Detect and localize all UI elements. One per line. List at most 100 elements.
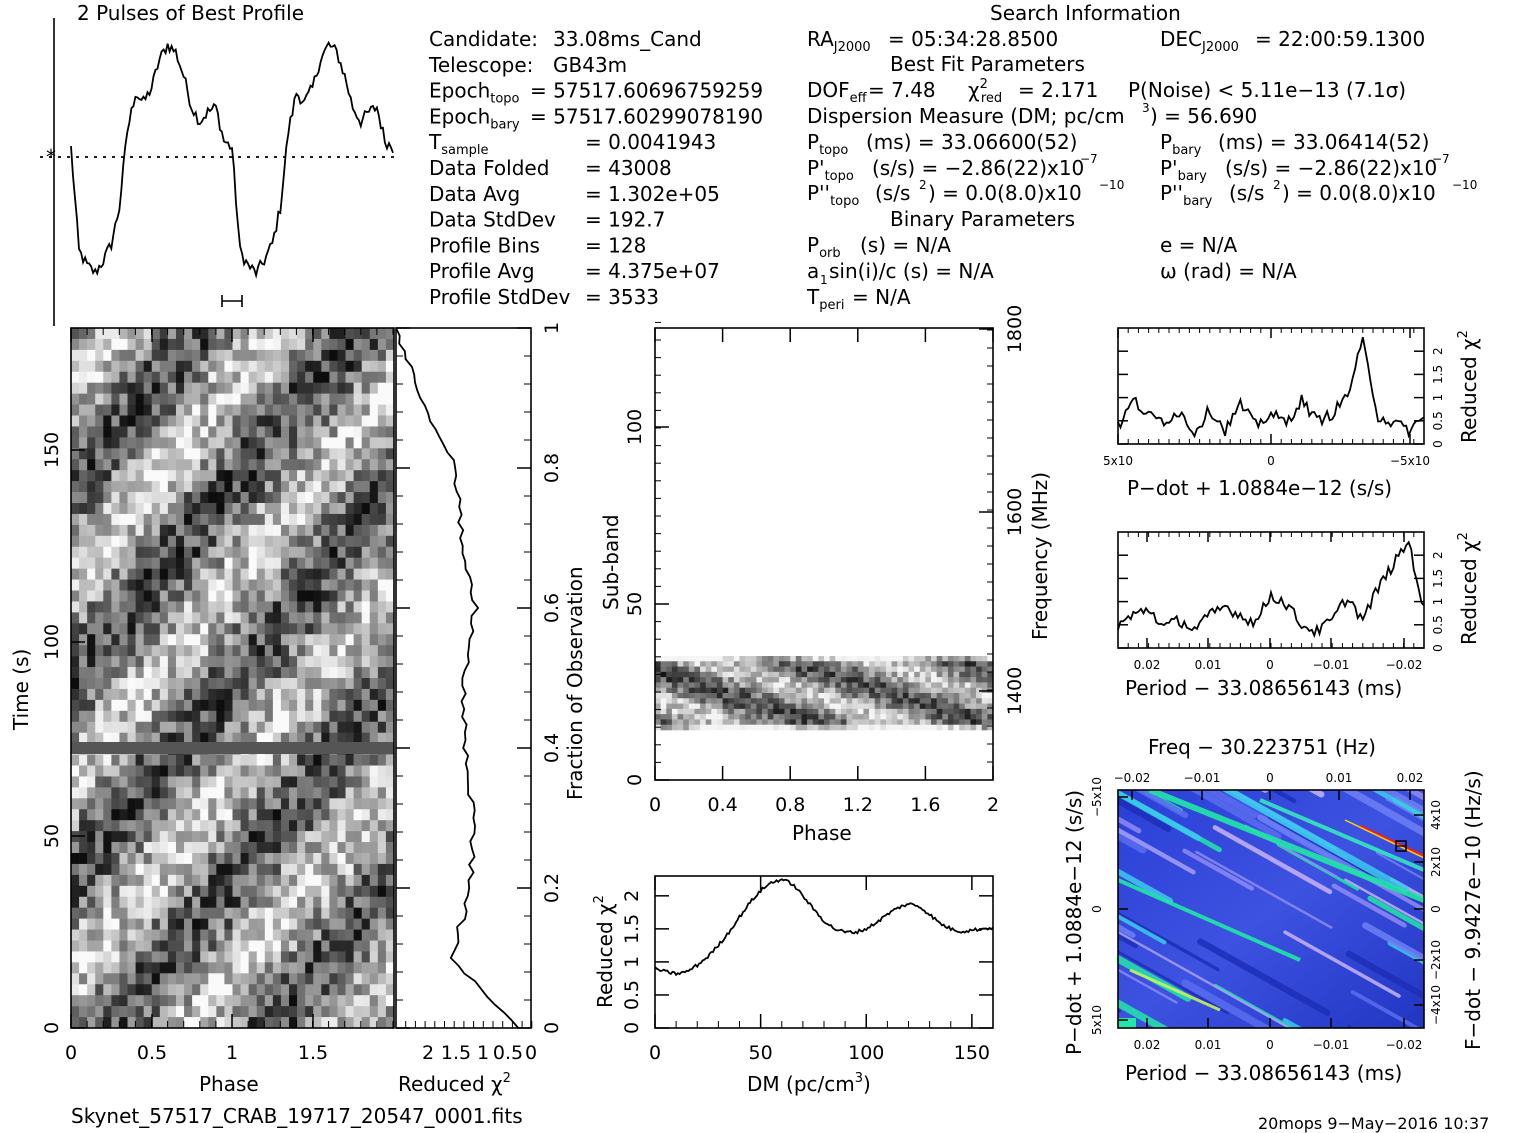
time-phase-cell: [329, 973, 338, 985]
time-phase-cell: [297, 940, 306, 952]
time-phase-cell: [248, 590, 258, 602]
time-phase-cell: [272, 513, 282, 526]
time-phase-cell: [240, 568, 249, 580]
time-phase-cell: [224, 470, 233, 482]
time-phase-cell: [127, 754, 136, 766]
time-phase-cell: [345, 546, 354, 558]
subband-cell: [722, 656, 729, 662]
subband-cell: [840, 708, 847, 715]
time-phase-cell: [208, 535, 217, 548]
time-phase-cell: [151, 1006, 161, 1018]
time-phase-cell: [353, 995, 363, 1007]
time-phase-cell: [175, 874, 185, 887]
time-phase-cell: [369, 426, 379, 438]
time-phase-cell: [224, 787, 233, 799]
time-phase-cell: [377, 524, 387, 537]
time-phase-cell: [313, 612, 322, 624]
subband-cell: [908, 666, 915, 673]
time-phase-cell: [87, 426, 96, 438]
subband-cell: [733, 677, 740, 683]
time-phase-cell: [305, 721, 314, 733]
time-phase-cell: [143, 524, 153, 537]
time-phase-cell: [192, 579, 201, 591]
time-phase-cell: [87, 1017, 96, 1029]
time-phase-cell: [216, 557, 225, 569]
time-phase-cell: [127, 590, 136, 602]
time-phase-cell: [240, 820, 249, 832]
time-phase-cell: [280, 896, 290, 908]
time-phase-cell: [289, 656, 298, 668]
subband-cell: [964, 693, 971, 699]
time-phase-cell: [79, 492, 88, 504]
time-phase-cell: [79, 645, 88, 657]
time-phase-cell: [103, 863, 112, 876]
time-phase-cell: [224, 776, 233, 788]
subband-cell: [897, 671, 904, 678]
subband-cell: [666, 687, 673, 694]
time-phase-cell: [127, 995, 136, 1007]
subband-cell: [931, 682, 937, 689]
time-phase-cell: [95, 831, 104, 843]
time-phase-cell: [248, 699, 258, 712]
time-phase-cell: [264, 896, 274, 908]
time-phase-cell: [103, 776, 112, 788]
subband-cell: [756, 693, 763, 699]
subband-cell: [846, 708, 853, 715]
subband-cell: [728, 698, 735, 704]
time-phase-cell: [369, 601, 379, 613]
time-phase-cell: [71, 645, 80, 657]
time-phase-cell: [361, 1017, 371, 1029]
time-phase-cell: [151, 393, 161, 405]
time-phase-cell: [224, 656, 233, 668]
time-phase-cell: [240, 481, 249, 493]
time-phase-cell: [264, 656, 274, 668]
subband-cell: [914, 671, 921, 678]
time-phase-cell: [87, 874, 96, 887]
time-phase-cell: [192, 809, 201, 821]
time-phase-cell: [224, 710, 233, 723]
time-phase-cell: [119, 699, 128, 712]
time-phase-cell: [224, 328, 233, 340]
time-phase-cell: [313, 557, 322, 569]
subband-cell: [795, 724, 802, 731]
time-phase-cell: [280, 634, 290, 646]
dec-label: DECJ2000: [1160, 27, 1239, 55]
time-phase-cell: [321, 918, 330, 930]
time-phase-cell: [224, 524, 233, 537]
subband-cell: [660, 708, 667, 715]
fdot-ytick-label: 0: [1429, 905, 1443, 913]
time-phase-cell: [216, 885, 225, 898]
subband-cell: [716, 719, 723, 726]
subband-cell: [801, 666, 808, 673]
time-phase-cell: [224, 874, 233, 887]
subband-cell: [959, 682, 966, 689]
subband-cell: [700, 693, 706, 699]
subband-cell: [987, 719, 994, 726]
time-phase-cell: [151, 623, 161, 635]
subband-cell: [812, 666, 819, 673]
time-phase-cell: [216, 601, 225, 613]
time-phase-cell: [337, 404, 346, 416]
subband-cell: [902, 666, 909, 673]
time-phase-cell: [103, 546, 112, 558]
time-phase-cell: [248, 678, 258, 690]
time-phase-cell: [377, 338, 387, 351]
time-phase-cell: [71, 568, 80, 580]
time-phase-cell: [151, 535, 161, 548]
time-phase-cell: [184, 524, 193, 537]
subband-cell: [812, 687, 819, 694]
time-phase-cell: [297, 1017, 306, 1029]
time-phase-cell: [111, 874, 120, 887]
period-chi2-line: [1117, 540, 1425, 639]
time-phase-cell: [289, 470, 298, 482]
time-phase-cell: [289, 995, 298, 1007]
time-phase-cell: [184, 328, 193, 340]
subband-cell: [970, 714, 977, 720]
time-phase-cell: [256, 470, 266, 482]
subband-cell: [756, 698, 763, 704]
time-phase-cell: [321, 513, 330, 526]
time-phase-cell: [369, 1017, 379, 1029]
time-phase-cell: [184, 907, 193, 919]
time-phase-cell: [280, 699, 290, 712]
time-phase-cell: [305, 831, 314, 843]
